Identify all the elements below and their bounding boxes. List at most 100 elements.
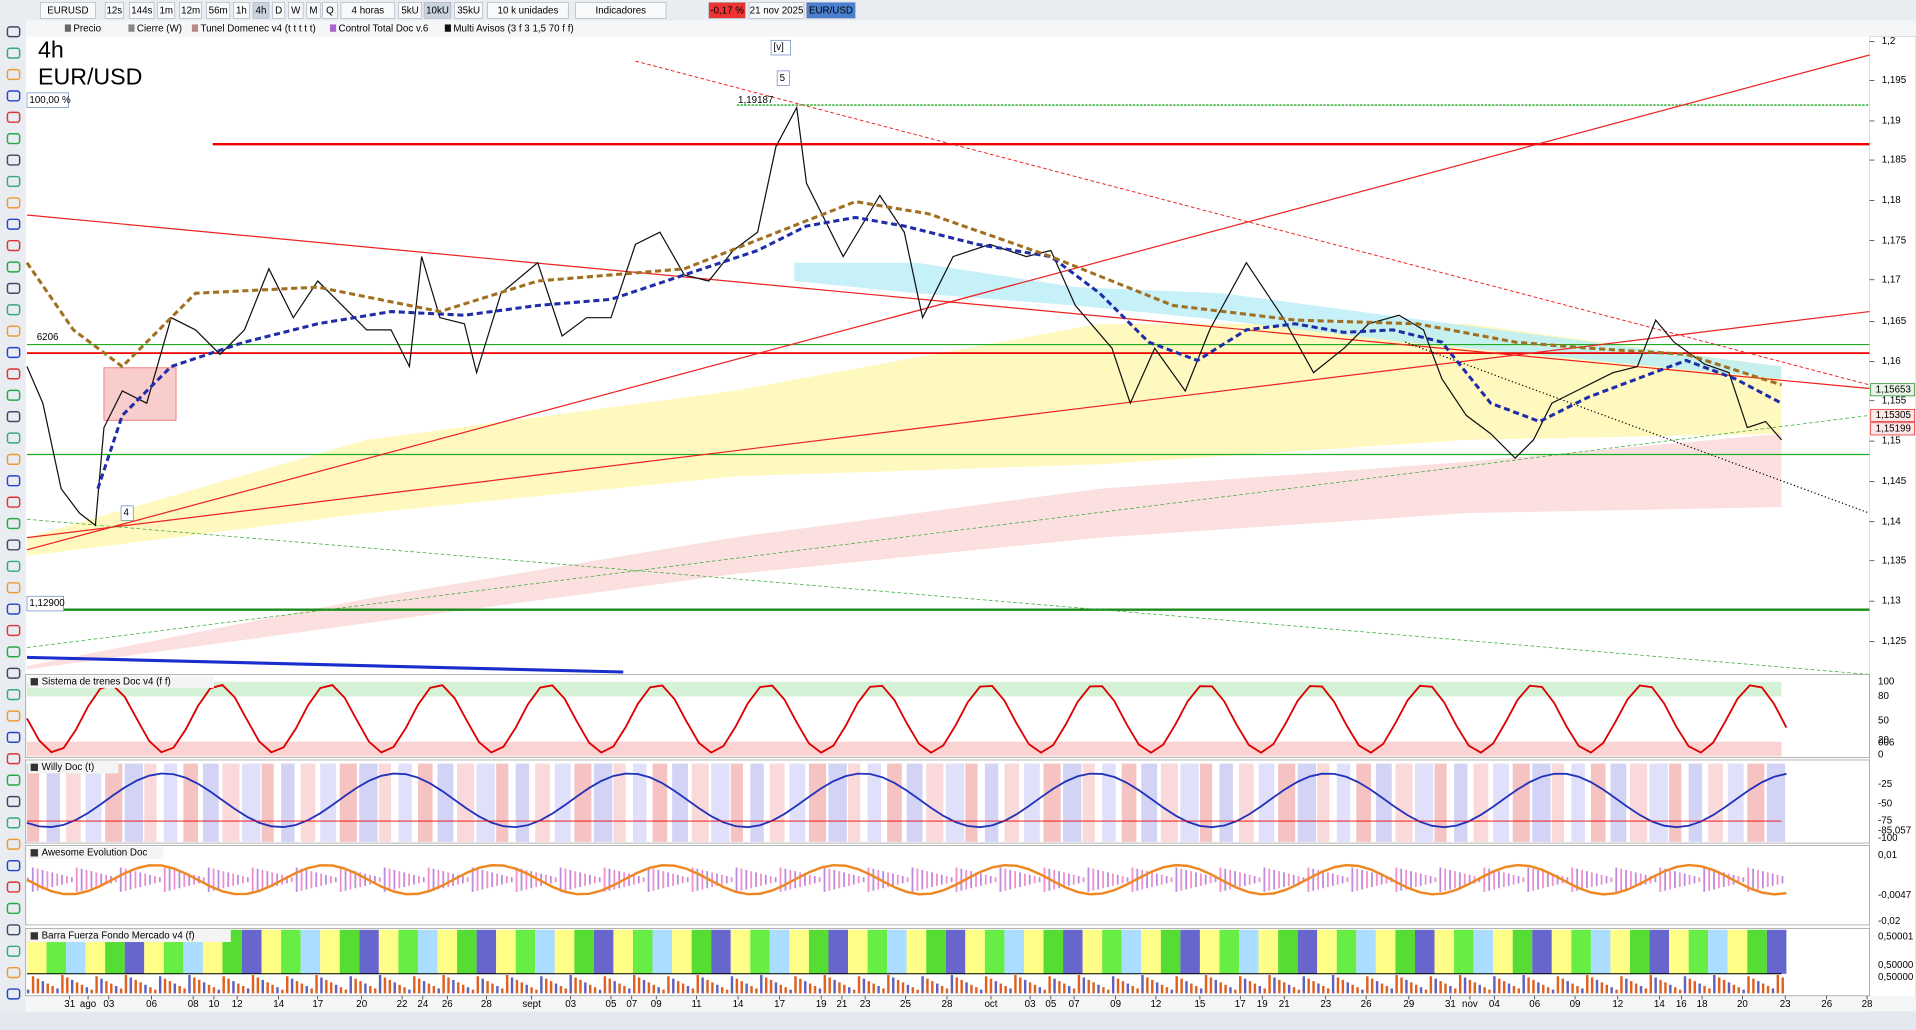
tool-icon[interactable] xyxy=(6,368,21,380)
toolbar-label[interactable]: Q xyxy=(326,6,334,17)
toolbar-label[interactable]: W xyxy=(291,6,301,17)
tool-icon[interactable] xyxy=(6,68,21,81)
tool-icon[interactable] xyxy=(6,133,21,145)
toolbar-button[interactable] xyxy=(272,2,286,19)
toolbar-label[interactable]: 144s xyxy=(131,6,152,17)
tool-icon[interactable] xyxy=(6,90,21,102)
toolbar-button[interactable] xyxy=(423,2,452,19)
tool-icon[interactable] xyxy=(6,860,21,872)
tool-icon[interactable] xyxy=(6,560,21,572)
indicator-label[interactable]: Precio xyxy=(73,23,101,34)
indicator-label[interactable]: Control Total Doc v.6 xyxy=(339,23,429,34)
tool-icon[interactable] xyxy=(6,453,21,466)
toolbar-button[interactable] xyxy=(322,2,338,19)
tool-icon[interactable] xyxy=(6,346,21,359)
toolbar-button[interactable] xyxy=(748,2,805,19)
indicator-label[interactable]: Tunel Domenec v4 (t t t t t) xyxy=(200,23,315,34)
toolbar-button[interactable] xyxy=(40,2,96,19)
tool-icon[interactable] xyxy=(6,924,21,936)
toolbar-label[interactable]: EUR/USD xyxy=(809,6,853,17)
tool-icon[interactable] xyxy=(6,111,21,123)
tool-icon[interactable] xyxy=(6,411,21,423)
tool-icon[interactable] xyxy=(6,26,21,38)
tool-icon[interactable] xyxy=(6,817,21,829)
bar xyxy=(349,976,352,994)
tool-icon[interactable] xyxy=(6,945,21,957)
tool-icon[interactable] xyxy=(6,881,21,893)
tool-icon[interactable] xyxy=(6,475,21,487)
toolbar-button[interactable] xyxy=(575,2,667,19)
hist xyxy=(1263,867,1266,892)
tool-icon[interactable] xyxy=(6,646,21,658)
toolbar-button[interactable] xyxy=(708,2,746,19)
toolbar-label[interactable]: 10kU xyxy=(426,6,449,17)
tool-icon[interactable] xyxy=(6,795,21,808)
toolbar-label[interactable]: 10 k unidades xyxy=(498,6,559,17)
toolbar-button[interactable] xyxy=(288,2,304,19)
tool-icon[interactable] xyxy=(6,667,21,679)
toolbar-label[interactable]: M xyxy=(309,6,317,17)
tool-icon[interactable] xyxy=(6,624,21,637)
hist xyxy=(545,874,547,885)
bar xyxy=(549,981,553,994)
toolbar-label[interactable]: 12s xyxy=(106,6,122,17)
toolbar-label[interactable]: D xyxy=(275,6,282,17)
toolbar-label[interactable]: Indicadores xyxy=(596,6,647,17)
toolbar-button[interactable] xyxy=(252,2,270,19)
tool-icon[interactable] xyxy=(6,582,21,594)
tool-icon[interactable] xyxy=(6,239,21,252)
tool-icon[interactable] xyxy=(6,710,21,722)
tool-icon[interactable] xyxy=(6,325,21,337)
tool-icon[interactable] xyxy=(6,838,21,850)
indicator-label[interactable]: Multi Avisos (3 f 3 1,5 70 f f) xyxy=(453,23,573,34)
tool-icon[interactable] xyxy=(6,774,21,786)
toolbar-label[interactable]: 1h xyxy=(236,6,247,17)
tool-icon[interactable] xyxy=(6,731,21,743)
tool-icon[interactable] xyxy=(6,517,21,530)
toolbar-button[interactable] xyxy=(306,2,321,19)
toolbar-button[interactable] xyxy=(806,2,856,19)
tool-icon[interactable] xyxy=(6,688,21,701)
toolbar-button[interactable] xyxy=(233,2,250,19)
tool-icon[interactable] xyxy=(6,218,21,230)
tool-icon[interactable] xyxy=(6,282,21,294)
indicator-label[interactable]: Cierre (W) xyxy=(137,23,182,34)
tool-icon[interactable] xyxy=(6,197,21,209)
hist xyxy=(149,874,151,885)
tool-icon[interactable] xyxy=(6,603,21,615)
tool-icon[interactable] xyxy=(6,432,21,444)
bar xyxy=(496,986,499,994)
toolbar-label[interactable]: 5kU xyxy=(401,6,418,17)
tool-icon[interactable] xyxy=(6,47,21,59)
toolbar-button[interactable] xyxy=(129,2,155,19)
toolbar-button[interactable] xyxy=(340,2,396,19)
tool-icon[interactable] xyxy=(6,988,21,1000)
hist xyxy=(1336,874,1339,885)
toolbar-label[interactable]: EURUSD xyxy=(47,6,88,17)
tool-icon[interactable] xyxy=(6,753,21,765)
toolbar-label[interactable]: 4h xyxy=(256,6,267,17)
tool-icon[interactable] xyxy=(6,496,21,508)
toolbar-button[interactable] xyxy=(487,2,569,19)
tool-icon[interactable] xyxy=(6,902,21,915)
tool-icon[interactable] xyxy=(6,389,21,401)
tool-icon[interactable] xyxy=(6,966,21,979)
tool-icon[interactable] xyxy=(6,304,21,316)
tool-icon[interactable] xyxy=(6,154,21,166)
toolbar-button[interactable] xyxy=(206,2,231,19)
toolbar-button[interactable] xyxy=(454,2,484,19)
toolbar-label[interactable]: 35kU xyxy=(457,6,480,17)
tool-icon[interactable] xyxy=(6,261,21,273)
toolbar-label[interactable]: -0,17 % xyxy=(710,6,744,17)
tool-icon[interactable] xyxy=(6,539,21,551)
toolbar-label[interactable]: 56m xyxy=(209,6,228,17)
toolbar-label[interactable]: 21 nov 2025 xyxy=(750,6,804,17)
toolbar-button[interactable] xyxy=(157,2,176,19)
tool-icon[interactable] xyxy=(6,175,21,188)
toolbar-button[interactable] xyxy=(398,2,422,19)
toolbar-button[interactable] xyxy=(104,2,124,19)
toolbar-label[interactable]: 1m xyxy=(159,6,173,17)
toolbar-button[interactable] xyxy=(179,2,202,19)
toolbar-label[interactable]: 12m xyxy=(181,6,200,17)
toolbar-label[interactable]: 4 horas xyxy=(352,6,385,17)
